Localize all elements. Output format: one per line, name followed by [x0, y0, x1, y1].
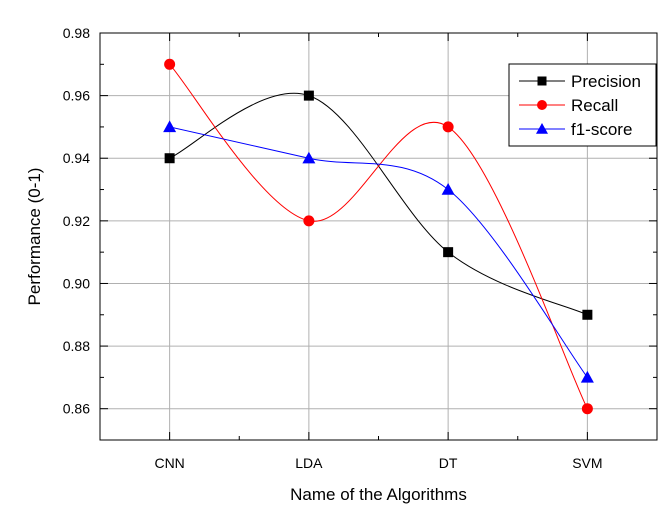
data-point-f1-score-2: [441, 183, 455, 195]
legend-label-recall: Recall: [571, 96, 618, 115]
data-point-f1-score-3: [580, 370, 594, 383]
x-tick-label: LDA: [295, 455, 323, 471]
legend: Precision Recall f1-score: [508, 63, 657, 147]
legend-marker-f1-score: [536, 123, 548, 134]
data-point-precision-2: [443, 247, 454, 258]
y-axis-label: Performance (0-1): [25, 168, 44, 306]
x-tick-label: SVM: [572, 455, 602, 471]
y-tick-label: 0.94: [63, 150, 90, 166]
data-point-precision-0: [164, 153, 175, 164]
series-lines: [169, 63, 588, 409]
x-tick-label: CNN: [154, 455, 184, 471]
y-tick-label: 0.86: [63, 401, 90, 417]
data-point-recall-2: [442, 121, 454, 133]
y-tick-label: 0.92: [63, 213, 90, 229]
y-tick-label: 0.96: [63, 88, 90, 104]
data-point-recall-1: [303, 215, 315, 227]
legend-marker-precision: [537, 76, 547, 86]
y-tick-label: 0.98: [63, 25, 90, 41]
y-tick-label: 0.90: [63, 275, 90, 291]
data-point-f1-score-0: [163, 120, 177, 133]
data-point-precision-3: [582, 309, 593, 320]
data-point-precision-1: [303, 90, 314, 101]
x-tick-labels: CNN LDA DT SVM: [154, 455, 602, 471]
legend-label-f1-score: f1-score: [571, 120, 632, 139]
data-point-recall-0: [164, 58, 176, 70]
series-markers: [163, 58, 594, 415]
x-tick-label: DT: [439, 455, 458, 471]
y-tick-label: 0.88: [63, 338, 90, 354]
legend-label-precision: Precision: [571, 72, 641, 91]
series-line-precision: [169, 92, 588, 316]
legend-marker-recall: [537, 100, 547, 110]
data-point-recall-3: [581, 403, 593, 415]
series-line-f1-score: [169, 126, 588, 378]
series-line-recall: [169, 63, 588, 409]
data-point-f1-score-1: [302, 151, 316, 164]
x-axis-label: Name of the Algorithms: [290, 485, 467, 504]
y-tick-labels: 0.86 0.88 0.90 0.92 0.94 0.96 0.98: [63, 25, 90, 417]
